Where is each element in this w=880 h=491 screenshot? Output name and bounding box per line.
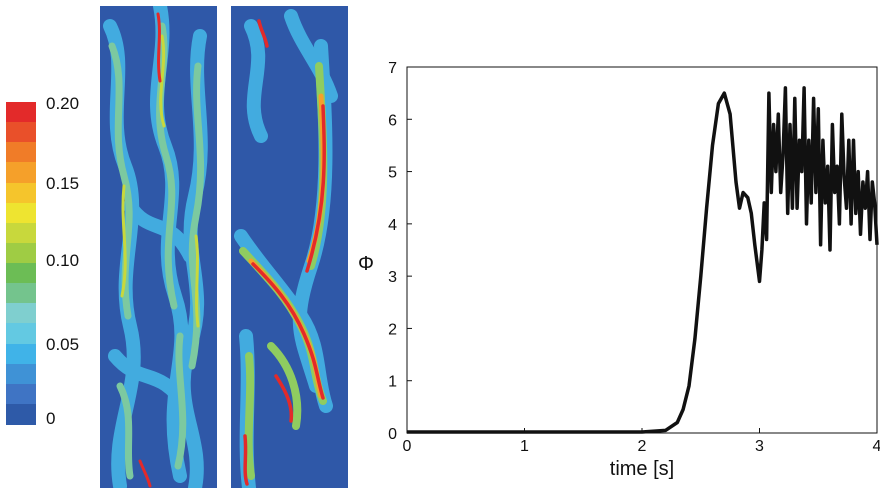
colorbar-label-0.15: 0.15 — [46, 174, 80, 193]
colorbar-segment — [6, 403, 36, 425]
colorbar-segment — [6, 363, 36, 385]
colorbar — [6, 102, 36, 425]
y-tick-label: 6 — [388, 112, 397, 129]
colorbar-segment — [6, 182, 36, 204]
series-line-phi — [407, 86, 879, 434]
y-tick-label: 1 — [388, 374, 397, 391]
y-tick-label: 0 — [388, 426, 397, 443]
plot-frame — [406, 66, 878, 434]
colorbar-segment — [6, 222, 36, 244]
colorbar-segment — [6, 303, 36, 324]
colorbar-label-0.20: 0.20 — [46, 94, 80, 113]
field-left — [100, 6, 217, 488]
y-tick-label: 3 — [388, 269, 397, 286]
colorbar-segment — [6, 323, 36, 344]
colorbar-label-0.05: 0.05 — [46, 335, 80, 354]
x-tick-label: 3 — [755, 438, 764, 455]
colorbar-label-0.10: 0.10 — [46, 251, 80, 270]
y-axis-label: Φ — [358, 253, 374, 275]
colorbar-segment — [6, 142, 36, 163]
y-tick-label: 7 — [388, 60, 397, 77]
colorbar-segment — [6, 202, 36, 224]
colorbar-segment — [6, 102, 36, 123]
colorbar-segment — [6, 283, 36, 304]
y-tick-label: 2 — [388, 321, 397, 338]
colorbar-segment — [6, 162, 36, 183]
colorbar-segment — [6, 263, 36, 284]
x-tick-label: 2 — [638, 438, 647, 455]
colorbar-segment — [6, 343, 36, 365]
line-plot: 0 1 2 3 4 0 1 2 3 4 5 6 7 time [s] Φ — [358, 60, 880, 480]
x-tick-label: 4 — [873, 438, 880, 455]
colorbar-label-0: 0 — [46, 409, 56, 428]
field-right — [231, 6, 348, 488]
colorbar-segment — [6, 242, 36, 264]
y-tick-label: 5 — [388, 165, 397, 182]
y-tick-label: 4 — [388, 217, 397, 234]
x-axis-label: time [s] — [610, 458, 674, 480]
colorbar-segment — [6, 383, 36, 405]
colorbar-segment — [6, 122, 36, 143]
x-tick-label: 0 — [403, 438, 412, 455]
x-tick-label: 1 — [520, 438, 529, 455]
